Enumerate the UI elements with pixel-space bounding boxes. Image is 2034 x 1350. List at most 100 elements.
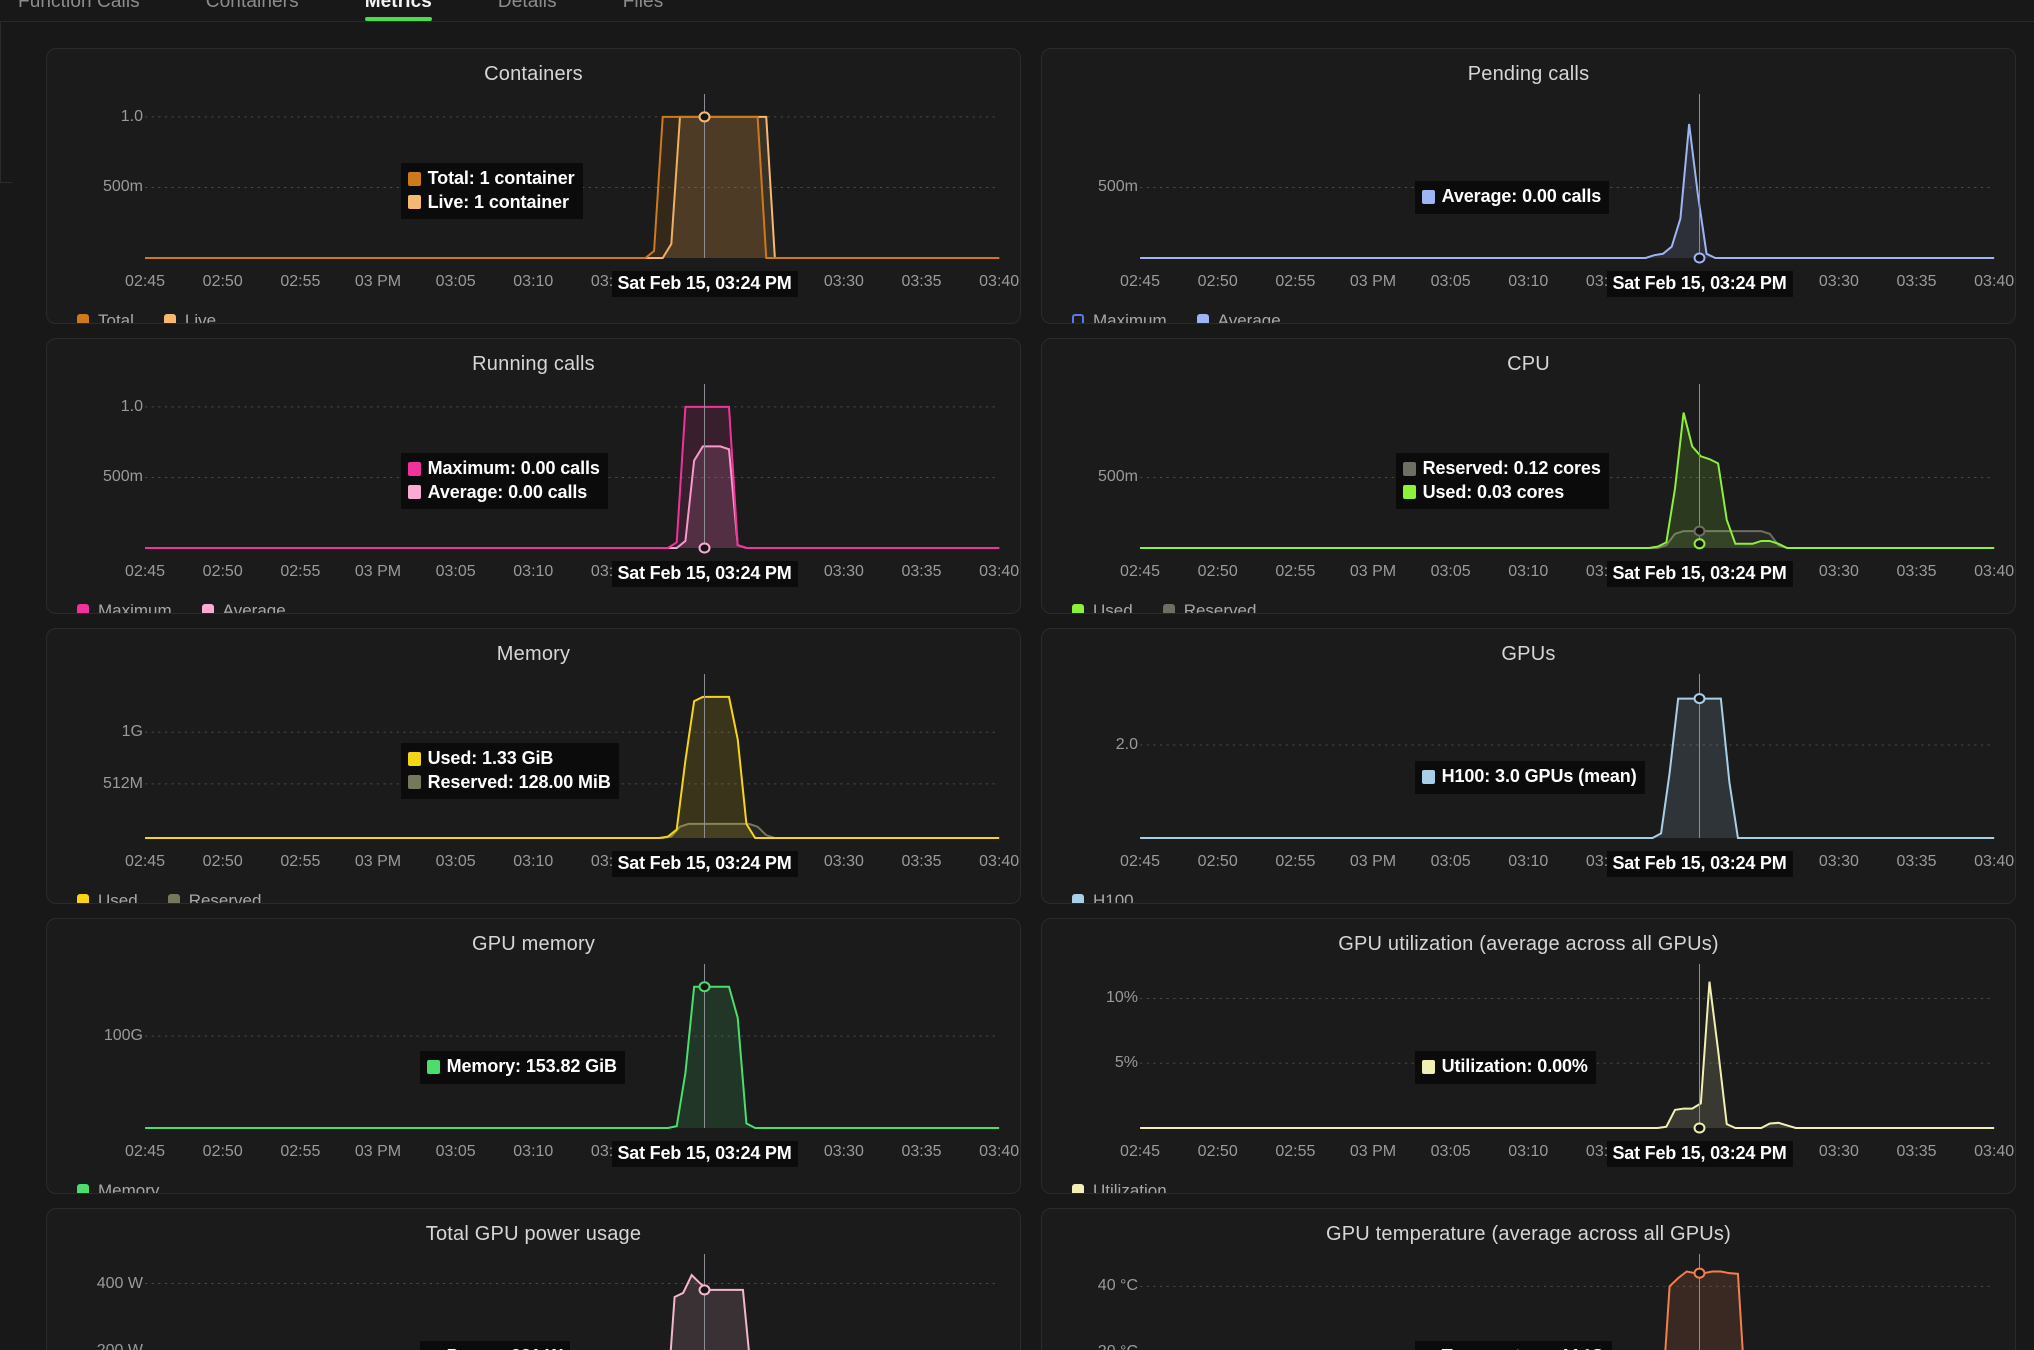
legend-item[interactable]: Average <box>1196 311 1281 323</box>
tab-details[interactable]: Details <box>497 0 557 12</box>
series-line <box>145 117 999 258</box>
x-tick-label: 03:40 <box>979 1143 1020 1160</box>
cursor-time-label: Sat Feb 15, 03:24 PM <box>611 851 798 877</box>
x-tick-label: 03:10 <box>513 1143 554 1160</box>
legend-item[interactable]: Average <box>201 601 286 614</box>
series-line <box>145 117 999 258</box>
x-tick-label: 03:10 <box>1508 1143 1549 1160</box>
chart-svg <box>145 960 1000 1142</box>
legend-item[interactable]: Used <box>1072 601 1133 613</box>
x-tick-label: 02:55 <box>280 563 321 580</box>
x-tick-label: 02:45 <box>1120 273 1161 290</box>
legend-item[interactable]: Memory <box>77 1181 160 1194</box>
x-tick-label: 02:55 <box>1275 1143 1316 1160</box>
legend-item[interactable]: Maximum <box>77 601 172 613</box>
tab-metrics[interactable]: Metrics <box>364 0 433 21</box>
series-line <box>145 697 999 838</box>
x-tick-label: 03:35 <box>901 273 942 290</box>
x-tick-label: 02:45 <box>125 273 166 290</box>
x-tick-label: 03:35 <box>1896 853 1937 870</box>
metric-panel[interactable]: Running calls 500m 1.0 Maximum: 0.00 calls A… <box>46 338 1021 614</box>
tab-containers[interactable]: Containers <box>205 0 299 12</box>
legend-item[interactable]: Reserved <box>167 891 261 903</box>
chart-svg <box>145 380 1000 562</box>
plot-area[interactable]: 2.0 H100: 3.0 GPUs (mean) <box>1054 670 2003 852</box>
series-line <box>1140 982 1994 1128</box>
plot-area[interactable]: 500m Reserved: 0.12 cores Used: 0.03 cores <box>1054 380 2003 562</box>
metric-panel[interactable]: CPU 500m Reserved: 0.12 cores Used: 0.03 co… <box>1041 338 2016 614</box>
y-tick-label: 512M <box>102 774 143 792</box>
series-line <box>1140 699 1994 838</box>
series-area <box>670 1275 749 1350</box>
metric-panel[interactable]: Pending calls 500m Average: 0.00 calls 02:4… <box>1041 48 2016 324</box>
panel-title: Memory <box>496 643 571 665</box>
metric-panel[interactable]: GPU temperature (average across all GPUs… <box>1041 1208 2016 1350</box>
plot-area[interactable]: 20 °C40 °CTemperature: 44 °C <box>1054 1250 2003 1350</box>
legend-color-swatch-icon <box>77 313 89 323</box>
cursor-point <box>700 1285 710 1294</box>
plot-area[interactable]: 200 W400 WPower: 381 W <box>59 1250 1008 1350</box>
y-tick-label: 20 °C <box>1098 1343 1138 1350</box>
legend-item[interactable]: Total <box>77 311 134 323</box>
legend-item[interactable]: Used <box>77 891 138 903</box>
legend-item[interactable]: Reserved <box>1162 601 1256 613</box>
x-tick-label: 02:50 <box>202 563 243 580</box>
x-tick-label: 03 PM <box>354 273 402 290</box>
tab-files[interactable]: Files <box>622 0 664 12</box>
x-tick-label: 03:40 <box>979 853 1020 870</box>
y-tick-label: 1.0 <box>120 107 143 125</box>
chart-svg <box>1140 90 1995 272</box>
metric-panel[interactable]: Total GPU power usage 200 W400 WPower: 38… <box>46 1208 1021 1350</box>
metric-panel[interactable]: Containers 500m 1.0 Total: 1 container Live:… <box>46 48 1021 324</box>
x-tick-label: 03 PM <box>1349 273 1397 290</box>
x-tick-label: 03:30 <box>823 853 864 870</box>
legend-label: Average <box>222 601 286 614</box>
x-tick-label: 03:35 <box>1896 1143 1937 1160</box>
y-tick-label: 500m <box>1097 178 1138 196</box>
plot-area[interactable]: 500m 1.0 Maximum: 0.00 calls Average: 0.00 … <box>59 380 1008 562</box>
series-area <box>145 823 1000 838</box>
y-tick-label: 1.0 <box>120 397 143 415</box>
series-area <box>1140 123 1995 258</box>
metric-panel[interactable]: Memory 512M 1G Used: 1.33 GiB Reserved: 128.… <box>46 628 1021 904</box>
left-rail-divider <box>0 22 1 182</box>
legend-item[interactable]: H100 <box>1072 891 1134 903</box>
chart-legend: Total Live <box>59 311 1008 323</box>
metric-panel[interactable]: GPU memory 100G Memory: 153.82 GiB 02:45 02:… <box>46 918 1021 1194</box>
chart-legend: Memory <box>59 1181 1008 1194</box>
plot-area[interactable]: 500m 1.0 Total: 1 container Live: 1 contain… <box>59 90 1008 272</box>
series-line <box>1140 531 1994 548</box>
legend-label: Memory <box>98 1181 160 1194</box>
plot-area[interactable]: 512M 1G Used: 1.33 GiB Reserved: 128.00 MiB <box>59 670 1008 852</box>
series-area <box>145 406 1000 548</box>
plot-area[interactable]: 500m Average: 0.00 calls <box>1054 90 2003 272</box>
legend-item[interactable]: Maximum <box>1072 311 1167 323</box>
metric-panel[interactable]: GPUs 2.0 H100: 3.0 GPUs (mean) 02:45 02:50 02… <box>1041 628 2016 904</box>
x-tick-label: 03:35 <box>901 563 942 580</box>
panel-title: Total GPU power usage <box>425 1223 642 1245</box>
plot-area[interactable]: 5% 10% Utilization: 0.00% <box>1054 960 2003 1142</box>
x-tick-label: 03:30 <box>823 1143 864 1160</box>
x-tick-label: 03:05 <box>435 563 476 580</box>
x-tick-label: 03:35 <box>901 1143 942 1160</box>
tab-function-calls[interactable]: Function Calls <box>18 0 140 12</box>
x-tick-label: 03:10 <box>1508 273 1549 290</box>
legend-color-swatch-icon <box>1072 1183 1084 1193</box>
y-tick-label: 400 W <box>96 1274 143 1292</box>
cursor-point <box>1695 694 1705 703</box>
metric-panel[interactable]: GPU utilization (average across all GPUs… <box>1041 918 2016 1194</box>
tab-bar[interactable]: Function Calls Containers Metrics Details Fi… <box>0 0 2034 22</box>
chart-svg <box>1140 1250 1995 1350</box>
chart-svg <box>1140 670 1995 852</box>
chart-svg <box>145 1250 1000 1350</box>
legend-color-swatch-icon <box>167 893 180 903</box>
x-tick-label: 03:30 <box>1818 1143 1859 1160</box>
legend-item[interactable]: Utilization <box>1072 1181 1167 1193</box>
series-area <box>1140 412 1995 548</box>
series-area <box>1140 981 1995 1128</box>
plot-area[interactable]: 100G Memory: 153.82 GiB <box>59 960 1008 1142</box>
legend-item[interactable]: Live <box>163 311 216 323</box>
